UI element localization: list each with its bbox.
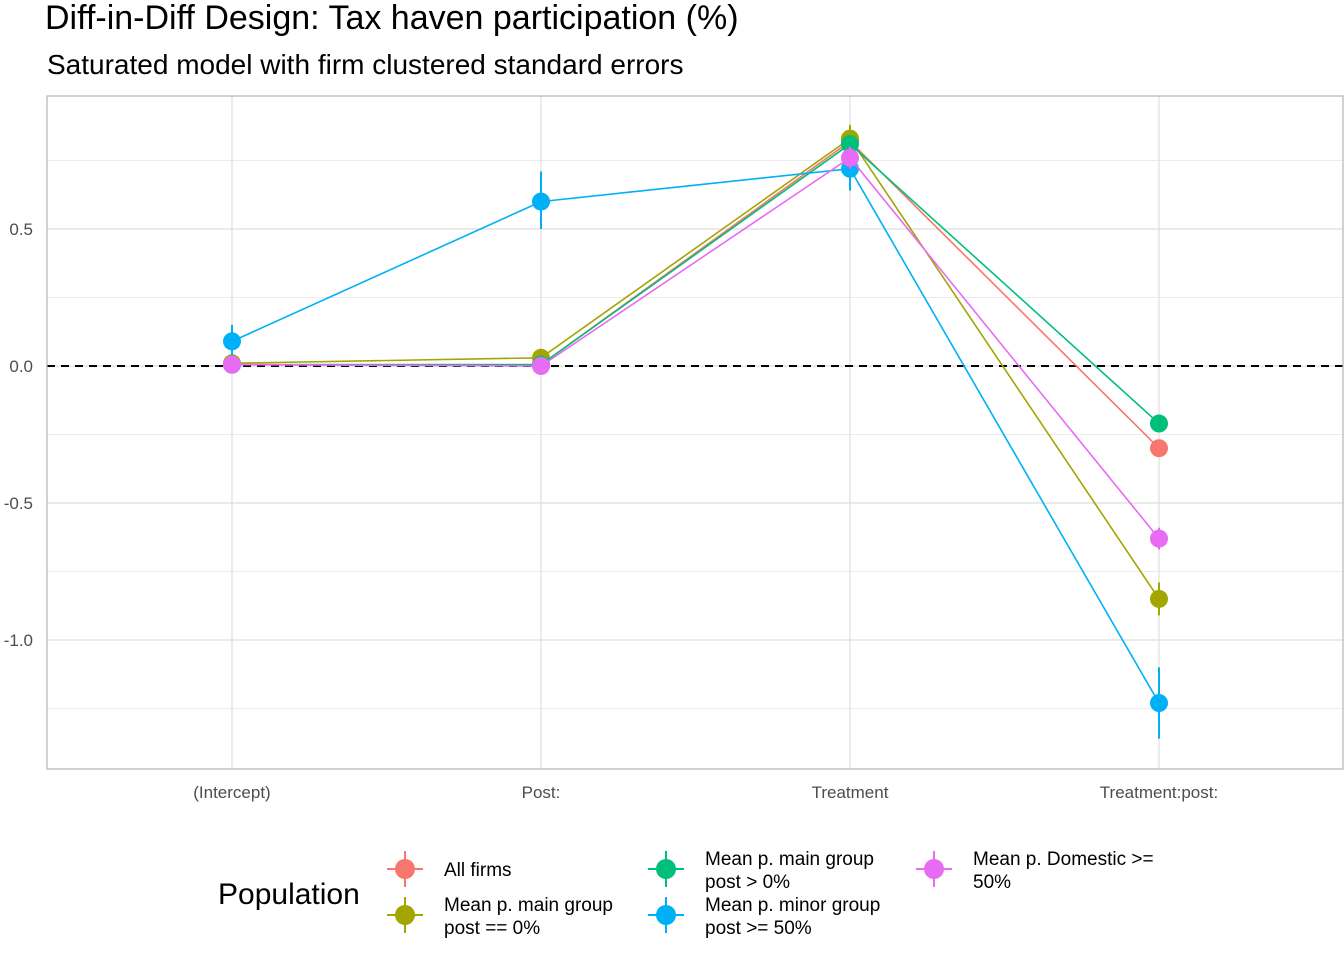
y-tick-label: 0.5 <box>9 220 33 239</box>
series-group <box>223 124 1168 739</box>
series-4 <box>223 146 1168 739</box>
legend-label-line: Mean p. minor group <box>705 895 880 916</box>
chart-subtitle: Saturated model with firm clustered stan… <box>47 49 684 80</box>
x-axis-ticks: (Intercept) Post: Treatment Treatment:post: <box>193 783 1218 802</box>
legend-label-line: post >= 50% <box>705 918 812 939</box>
y-tick-label: -0.5 <box>4 494 33 513</box>
chart-title: Diff-in-Diff Design: Tax haven participa… <box>45 0 739 37</box>
legend-key-point <box>395 859 415 879</box>
data-point <box>223 332 241 351</box>
legend-label: Mean p. Domestic >= 50% <box>973 849 1154 893</box>
data-point <box>1150 589 1168 608</box>
legend-key <box>916 851 952 887</box>
y-axis-ticks: 0.5 0.0 -0.5 -1.0 <box>4 220 33 650</box>
legend-label-line: Mean p. main group <box>444 895 613 916</box>
legend-key-point <box>395 905 415 925</box>
x-tick-label: Treatment <box>812 783 889 802</box>
data-point <box>841 135 859 154</box>
legend-key <box>648 897 684 933</box>
y-tick-label: 0.0 <box>9 357 33 376</box>
data-point <box>1150 694 1168 713</box>
legend-label: All firms <box>444 860 512 881</box>
series-line <box>231 167 1160 704</box>
x-tick-label: (Intercept) <box>193 783 270 802</box>
grid-minor <box>47 160 1343 709</box>
legend-key <box>387 897 423 933</box>
data-point <box>532 357 550 375</box>
data-point <box>1150 529 1168 548</box>
legend-label-line: Mean p. main group <box>705 849 874 870</box>
x-tick-label: Treatment:post: <box>1100 783 1218 802</box>
legend-title: Population <box>218 878 360 911</box>
series-3 <box>223 135 1168 433</box>
series-line <box>231 137 1160 600</box>
legend-key-point <box>924 859 944 879</box>
data-point <box>841 148 859 167</box>
legend-label-line: post > 0% <box>705 872 790 893</box>
panel-border <box>46 95 1344 770</box>
legend-label: Mean p. main group post == 0% <box>444 895 613 939</box>
legend-label: Mean p. minor group post >= 50% <box>705 895 880 939</box>
plot-panel <box>46 95 1344 770</box>
x-tick-label: Post: <box>522 783 561 802</box>
data-point <box>532 192 550 211</box>
legend-label: Mean p. main group post > 0% <box>705 849 874 893</box>
legend-label-line: 50% <box>973 872 1011 893</box>
series-1 <box>223 132 1168 458</box>
grid-major <box>47 96 1343 769</box>
legend-key <box>387 851 423 887</box>
data-point <box>1150 414 1168 433</box>
legend-key-point <box>656 859 676 879</box>
legend-label-line: post == 0% <box>444 918 540 939</box>
series-5 <box>223 146 1168 550</box>
series-line <box>232 140 1160 449</box>
legend-key-point <box>656 905 676 925</box>
series-line <box>232 143 1160 425</box>
data-point <box>1150 439 1168 458</box>
data-point <box>223 355 241 374</box>
series-line <box>231 156 1160 540</box>
y-tick-label: -1.0 <box>4 631 33 650</box>
legend-label-line: Mean p. Domestic >= <box>973 849 1154 870</box>
legend-key <box>648 851 684 887</box>
series-2 <box>223 124 1168 616</box>
